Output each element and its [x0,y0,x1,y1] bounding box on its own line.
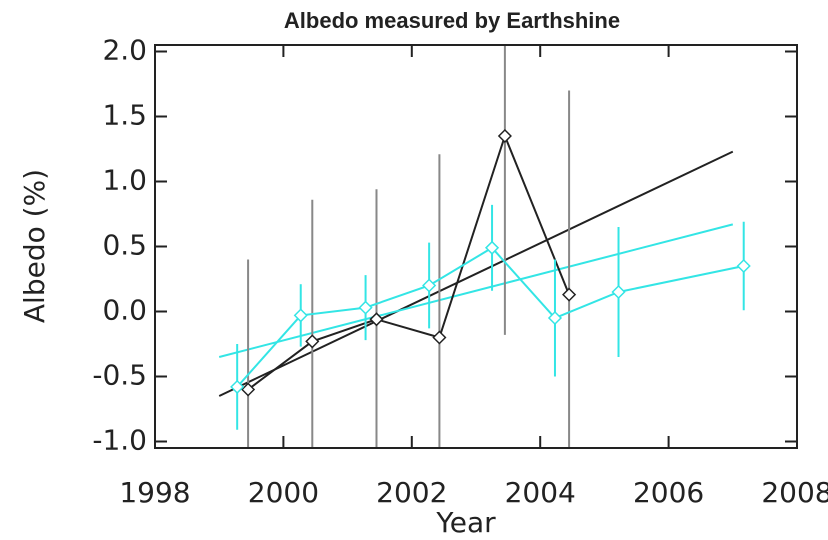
chart-title: Albedo measured by Earthshine [284,8,620,33]
x-tick-label: 2008 [761,476,828,509]
y-tick-label: 1.5 [102,99,147,132]
data-point [611,284,626,300]
data-point [432,330,447,345]
y-tick-label: 0.5 [102,229,147,262]
y-tick-label: -0.5 [92,359,147,392]
y-tick-label: -1.0 [92,424,147,457]
plot-area [218,45,751,448]
y-tick-label: 0.0 [102,294,147,327]
data-point [369,312,384,327]
data-point [230,379,245,394]
x-tick-label: 2000 [248,476,319,509]
trend-line [218,150,734,397]
y-tick-label: 2.0 [102,34,147,67]
series-line [247,133,571,391]
data-point [547,310,563,326]
y-tick-label: 1.0 [102,164,147,197]
x-tick-label: 1998 [119,476,190,509]
series-line [236,246,744,388]
data-point [241,382,256,397]
x-axis-label: Year [435,506,496,539]
data-point [562,287,577,302]
data-point [422,278,437,293]
data-point [497,128,512,144]
data-point [736,258,751,274]
data-point [484,240,500,255]
trend-line [218,223,734,358]
x-tick-label: 2006 [633,476,704,509]
data-point [358,300,373,315]
data-point [305,334,320,349]
x-tick-label: 2002 [376,476,447,509]
x-tick-label: 2004 [505,476,576,509]
y-axis-label: Albedo (%) [18,169,51,323]
data-point [293,308,308,323]
